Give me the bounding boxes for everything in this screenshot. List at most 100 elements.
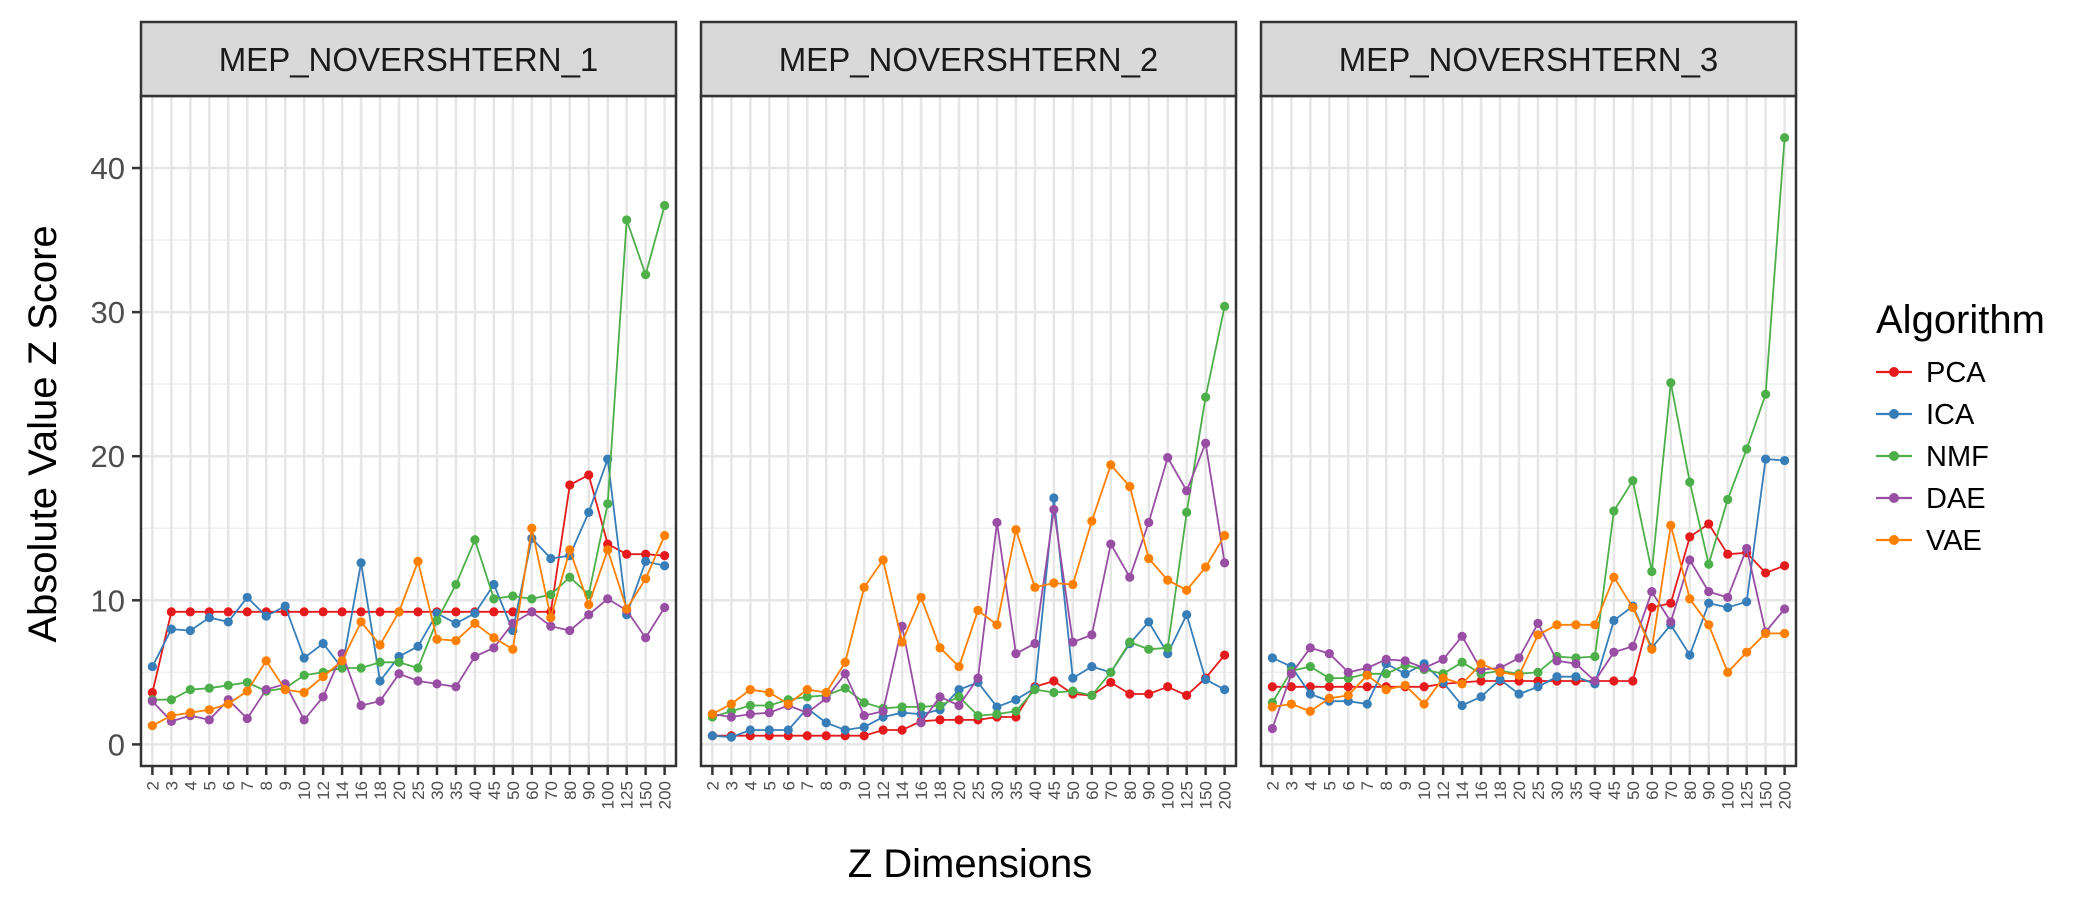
data-point-pca — [859, 731, 869, 741]
data-point-nmf — [1106, 667, 1116, 677]
x-tick-label: 40 — [1026, 781, 1045, 800]
data-point-nmf — [1220, 301, 1230, 311]
data-point-nmf — [802, 692, 812, 702]
data-point-dae — [508, 618, 518, 628]
data-point-vae — [508, 644, 518, 654]
data-point-nmf — [1590, 651, 1600, 662]
data-point-vae — [1419, 699, 1429, 709]
data-point-dae — [1742, 543, 1752, 554]
data-point-ica — [764, 725, 774, 735]
data-point-ica — [166, 624, 176, 634]
data-point-nmf — [470, 535, 480, 545]
x-tick-label: 18 — [931, 781, 950, 800]
data-point-ica — [451, 618, 461, 628]
data-point-vae — [897, 637, 907, 647]
data-point-nmf — [1324, 673, 1334, 683]
x-tick-label: 7 — [238, 781, 257, 790]
x-tick-label: 10 — [855, 781, 874, 800]
data-point-nmf — [185, 685, 195, 695]
series-line-pca — [712, 654, 1226, 737]
data-point-vae — [1628, 602, 1638, 613]
data-point-dae — [1457, 631, 1467, 641]
data-point-nmf — [1201, 392, 1211, 402]
x-tick-label: 3 — [162, 781, 181, 790]
data-point-dae — [1125, 572, 1135, 582]
data-point-nmf — [1628, 476, 1638, 486]
data-point-nmf — [413, 663, 423, 673]
x-tick-label: 8 — [817, 781, 836, 790]
data-point-pca — [1704, 519, 1714, 529]
data-point-dae — [1419, 663, 1429, 673]
x-tick-label: 200 — [1776, 781, 1795, 809]
x-tick-label: 7 — [798, 781, 817, 790]
data-point-ica — [1571, 672, 1581, 682]
x-tick-label: 80 — [1681, 781, 1700, 800]
data-point-vae — [166, 710, 176, 721]
data-point-nmf — [1030, 685, 1040, 695]
data-point-vae — [451, 636, 461, 646]
data-point-vae — [916, 592, 926, 603]
data-point-ica — [1068, 673, 1078, 683]
data-point-dae — [1305, 643, 1315, 653]
data-point-dae — [1011, 649, 1021, 659]
data-point-pca — [356, 607, 366, 617]
data-point-vae — [1552, 620, 1562, 630]
x-tick-label: 16 — [1472, 781, 1491, 800]
data-point-ica — [1267, 653, 1277, 663]
x-tick-label: 50 — [1064, 781, 1083, 800]
data-point-dae — [954, 700, 964, 711]
data-point-vae — [1742, 647, 1752, 657]
data-point-vae — [1286, 699, 1296, 709]
data-point-vae — [973, 605, 983, 615]
x-tick-label: 150 — [1757, 781, 1776, 809]
data-point-nmf — [546, 589, 556, 600]
x-tick-label: 70 — [542, 781, 561, 800]
x-tick-label: 150 — [1197, 781, 1216, 809]
x-tick-label: 12 — [1434, 781, 1453, 800]
legend-label-pca: PCA — [1926, 357, 1986, 389]
x-tick-label: 90 — [1140, 781, 1159, 800]
data-point-dae — [1381, 654, 1391, 664]
data-point-pca — [1647, 602, 1657, 613]
data-point-nmf — [1647, 566, 1657, 577]
plot-background — [701, 96, 1236, 766]
data-point-nmf — [935, 700, 945, 711]
legend-label-ica: ICA — [1926, 399, 1975, 431]
facet-strip — [139, 20, 678, 98]
data-point-ica — [1144, 617, 1154, 627]
data-point-nmf — [603, 499, 613, 509]
data-point-dae — [565, 625, 575, 636]
series-line-ica — [1272, 458, 1785, 707]
x-tick-label: 18 — [1491, 781, 1510, 800]
data-point-ica — [1609, 615, 1619, 626]
legend-key-point — [1889, 367, 1899, 377]
data-point-nmf — [764, 700, 774, 711]
data-point-pca — [821, 731, 831, 741]
data-point-dae — [451, 682, 461, 692]
data-point-ica — [318, 638, 328, 649]
data-point-dae — [764, 708, 774, 718]
data-point-ica — [299, 653, 309, 663]
x-tick-label: 10 — [295, 781, 314, 800]
x-tick-label: 3 — [1282, 781, 1301, 790]
x-tick-label: 30 — [988, 781, 1007, 800]
data-point-ica — [185, 625, 195, 636]
data-point-vae — [1666, 520, 1676, 530]
data-point-pca — [1305, 682, 1315, 692]
data-point-dae — [1220, 558, 1230, 568]
data-point-nmf — [622, 215, 632, 225]
data-point-nmf — [1704, 559, 1714, 569]
legend-label-vae: VAE — [1926, 525, 1982, 557]
data-point-dae — [1201, 438, 1211, 448]
data-point-vae — [565, 545, 575, 555]
x-tick-label: 7 — [1358, 781, 1377, 790]
x-tick-label: 6 — [779, 781, 798, 790]
series-line-dae — [151, 597, 666, 723]
data-point-ica — [1220, 685, 1230, 695]
data-point-ica — [1514, 689, 1524, 699]
x-tick-label: 100 — [599, 781, 618, 809]
data-point-nmf — [1011, 706, 1021, 716]
data-point-nmf — [859, 698, 869, 708]
x-tick-label: 9 — [1396, 781, 1415, 790]
